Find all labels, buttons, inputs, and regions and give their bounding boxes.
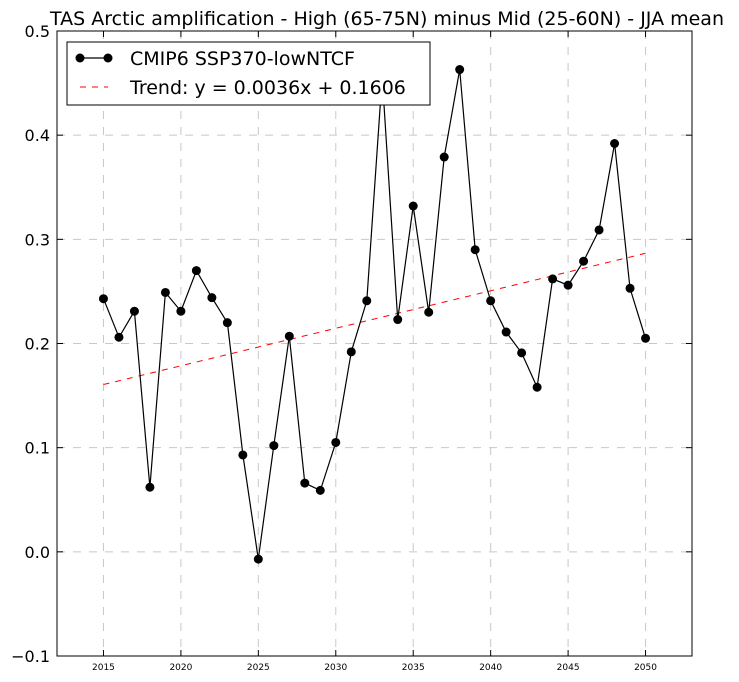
data-point	[594, 225, 604, 235]
data-point	[393, 315, 403, 325]
data-point	[486, 296, 496, 306]
legend-trend-label: Trend: y = 0.0036x + 0.1606	[129, 77, 406, 99]
data-point	[625, 283, 635, 293]
y-tick-label: 0.2	[25, 335, 50, 354]
data-point	[408, 201, 418, 211]
y-tick-label: 0.3	[25, 230, 50, 249]
data-point	[470, 245, 480, 255]
data-point	[207, 293, 217, 303]
x-tick-label: 2025	[247, 663, 270, 673]
data-point	[253, 554, 263, 564]
data-point	[238, 450, 248, 460]
data-point	[176, 306, 186, 316]
data-point	[114, 332, 124, 342]
data-point	[362, 296, 372, 306]
data-point	[563, 280, 573, 290]
data-point	[439, 152, 449, 162]
x-axis: 2015 2020 2025 2030 2035 2040 2045 2050	[92, 31, 657, 673]
x-tick-label: 2015	[92, 663, 115, 673]
x-tick-label: 2040	[479, 663, 502, 673]
data-point	[610, 139, 620, 148]
y-tick-label: −0.1	[11, 647, 50, 666]
data-point	[331, 437, 341, 447]
data-point	[98, 294, 108, 304]
data-point	[284, 331, 294, 341]
x-tick-label: 2035	[402, 663, 425, 673]
data-point	[424, 307, 434, 317]
legend-series-label: CMIP6 SSP370-lowNTCF	[130, 48, 355, 70]
y-axis: −0.1 0.0 0.1 0.2 0.3 0.4 0.5	[11, 22, 692, 666]
data-point	[548, 274, 558, 284]
data-point	[315, 485, 325, 495]
x-tick-label: 2020	[169, 663, 192, 673]
grid	[57, 30, 692, 657]
y-tick-label: 0.4	[25, 126, 50, 145]
series-points	[98, 65, 651, 564]
data-point	[517, 348, 527, 358]
trend-line	[103, 252, 646, 386]
data-point	[501, 327, 511, 337]
data-point	[346, 347, 356, 357]
legend-series-marker	[103, 53, 113, 63]
x-tick-label: 2050	[634, 663, 657, 673]
y-tick-label: 0.5	[25, 22, 50, 41]
series-cmip6	[98, 65, 651, 564]
data-point	[222, 318, 232, 328]
data-point	[145, 482, 155, 492]
data-point	[160, 287, 170, 297]
legend: CMIP6 SSP370-lowNTCF Trend: y = 0.0036x …	[66, 41, 431, 106]
plot-frame	[56, 30, 693, 657]
x-tick-label: 2030	[324, 663, 347, 673]
chart-title: TAS Arctic amplification - High (65-75N)…	[49, 8, 724, 30]
legend-box	[66, 41, 431, 106]
data-point	[579, 256, 589, 266]
data-point	[269, 441, 279, 451]
series-line	[102, 69, 647, 560]
legend-series-marker	[75, 53, 85, 63]
x-tick-label: 2045	[557, 663, 580, 673]
data-point	[455, 65, 465, 75]
data-point	[532, 382, 542, 392]
y-tick-label: 0.1	[25, 439, 50, 458]
data-point	[191, 266, 201, 276]
data-point	[300, 478, 310, 488]
data-point	[641, 333, 651, 343]
data-point	[129, 306, 139, 316]
y-tick-label: 0.0	[25, 543, 50, 562]
